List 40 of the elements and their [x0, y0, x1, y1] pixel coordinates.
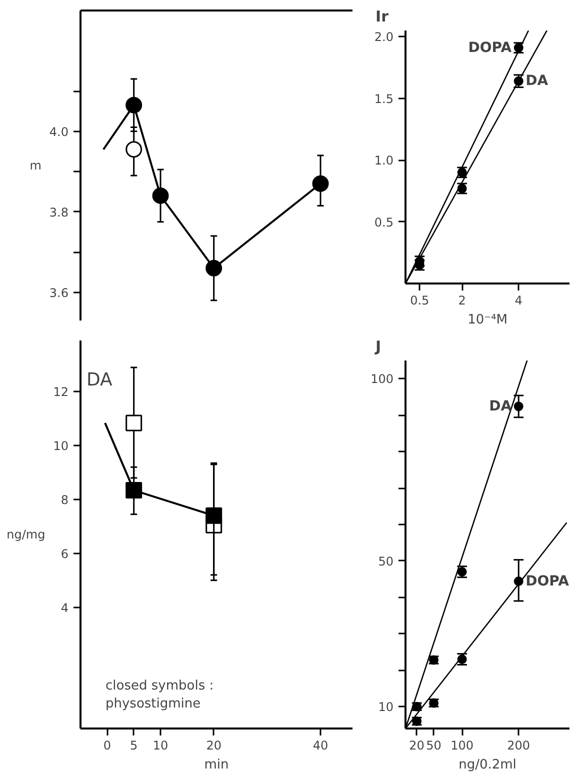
y-tick-label: 3.6 [49, 286, 69, 300]
y-tick-label: 8 [60, 492, 69, 507]
y-tick-label: 2.0 [374, 30, 394, 44]
x-tick-label: 100 [450, 738, 474, 752]
x-tick-label: 5 [130, 738, 138, 752]
x-axis-title: min [204, 758, 229, 772]
series-label: DA [489, 398, 512, 414]
series-label: DOPA [526, 573, 570, 590]
x-tick-label: 10 [152, 738, 168, 752]
x-tick-label: 40 [312, 738, 328, 752]
y-tick-label: 10 [378, 700, 394, 714]
chart-title: Ir [376, 8, 390, 26]
x-tick-label: 200 [507, 738, 530, 752]
y-tick-label: 1.0 [374, 154, 394, 168]
y-tick-label: 1.5 [374, 92, 394, 106]
x-axis-title: 10⁻⁴M [468, 312, 508, 328]
y-tick-label: 3.8 [49, 205, 69, 220]
y-axis-title: ng/mg [6, 528, 46, 542]
x-tick-label: 50 [426, 738, 442, 752]
series-label: DA [526, 73, 548, 90]
y-tick-label: 4 [60, 600, 69, 615]
y-tick-label: 12 [53, 385, 69, 400]
annotation: DA [86, 370, 114, 390]
y-axis-title: m [30, 158, 42, 172]
x-tick-label: 2 [458, 294, 466, 308]
y-tick-label: 100 [370, 372, 394, 386]
chart-title: J [374, 338, 382, 356]
x-tick-label: 4 [514, 294, 522, 308]
x-tick-label: 20 [206, 738, 222, 752]
x-tick-label: 20 [409, 738, 424, 752]
x-tick-label: 0 [103, 738, 111, 752]
annotation: closed symbols : physostigmine [106, 678, 214, 712]
x-tick-label: 0.5 [410, 294, 430, 308]
y-tick-label: 0.5 [374, 215, 394, 230]
y-tick-label: 4.0 [49, 124, 69, 139]
y-tick-label: 10 [53, 439, 69, 454]
y-tick-label: 6 [60, 546, 69, 561]
y-tick-label: 50 [378, 554, 394, 568]
x-axis-title: ng/0.2ml [458, 758, 516, 772]
series-label: DOPA [468, 40, 512, 56]
